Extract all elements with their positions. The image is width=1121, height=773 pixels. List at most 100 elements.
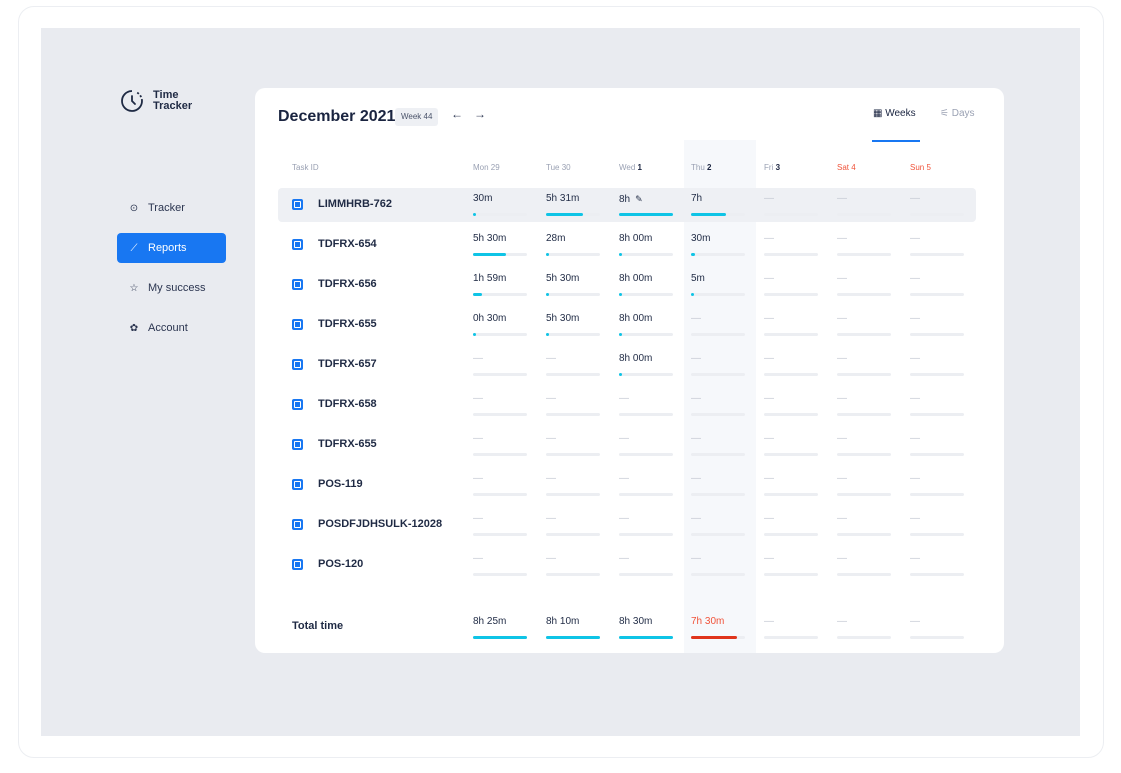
time-cell[interactable]: — [910, 513, 964, 536]
time-cell[interactable]: — [910, 313, 964, 336]
task-id[interactable]: POSDFJDHSULK-12028 [292, 518, 442, 530]
time-cell[interactable]: 8h 00m [619, 233, 673, 256]
time-cell[interactable]: — [691, 513, 745, 536]
time-cell[interactable]: — [910, 553, 964, 576]
sidebar-item-account[interactable]: ✿ Account [117, 313, 226, 343]
time-cell[interactable]: — [910, 273, 964, 296]
time-cell[interactable]: — [619, 433, 673, 456]
time-cell[interactable]: — [764, 233, 818, 256]
time-cell[interactable]: 1h 59m [473, 273, 527, 296]
time-cell[interactable]: — [473, 513, 527, 536]
time-cell[interactable]: — [691, 393, 745, 416]
time-cell[interactable]: 8h 00m [619, 353, 673, 376]
time-cell[interactable]: — [910, 353, 964, 376]
time-cell[interactable]: — [837, 553, 891, 576]
prev-week-arrow-icon[interactable]: ← [451, 107, 463, 121]
time-cell[interactable]: 5m [691, 273, 745, 296]
total-cell[interactable]: 8h 10m [546, 616, 600, 639]
time-cell[interactable]: — [473, 393, 527, 416]
time-cell[interactable]: 5h 30m [473, 233, 527, 256]
tab-days[interactable]: ⚟ Days [940, 108, 975, 119]
tab-weeks[interactable]: ▦ Weeks [873, 108, 916, 119]
sidebar-item-reports[interactable]: ⟋ Reports [117, 233, 226, 263]
time-cell[interactable]: — [764, 553, 818, 576]
time-cell[interactable]: 8h ✎ [619, 193, 673, 216]
task-id[interactable]: TDFRX-654 [292, 238, 377, 250]
time-cell[interactable]: — [619, 553, 673, 576]
time-cell[interactable]: — [910, 433, 964, 456]
time-value: 30m [473, 193, 527, 205]
time-cell[interactable]: 0h 30m [473, 313, 527, 336]
time-cell[interactable]: — [473, 353, 527, 376]
time-cell[interactable]: — [764, 393, 818, 416]
task-id[interactable]: POS-120 [292, 558, 363, 570]
task-id[interactable]: POS-119 [292, 478, 363, 490]
time-cell[interactable]: — [546, 553, 600, 576]
time-cell[interactable]: 30m [691, 233, 745, 256]
time-cell[interactable]: 8h 00m [619, 273, 673, 296]
time-cell[interactable]: — [691, 433, 745, 456]
total-cell[interactable]: 8h 25m [473, 616, 527, 639]
time-cell[interactable]: — [691, 313, 745, 336]
total-cell[interactable]: — [837, 616, 891, 639]
total-cell[interactable]: 7h 30m [691, 616, 745, 639]
task-id[interactable]: TDFRX-655 [292, 438, 377, 450]
time-cell[interactable]: — [764, 473, 818, 496]
time-cell[interactable]: 28m [546, 233, 600, 256]
time-cell[interactable]: — [619, 513, 673, 536]
time-cell[interactable]: — [764, 433, 818, 456]
time-cell[interactable]: — [691, 553, 745, 576]
app-logo[interactable]: Time Tracker [119, 88, 192, 114]
time-cell[interactable]: — [691, 473, 745, 496]
task-id[interactable]: LIMMHRB-762 [292, 198, 392, 210]
task-id[interactable]: TDFRX-657 [292, 358, 377, 370]
time-cell[interactable]: — [546, 433, 600, 456]
time-cell[interactable]: — [764, 313, 818, 336]
time-cell[interactable]: 7h [691, 193, 745, 216]
task-id[interactable]: TDFRX-656 [292, 278, 377, 290]
total-cell[interactable]: — [764, 616, 818, 639]
time-cell[interactable]: — [837, 193, 891, 216]
time-cell[interactable]: — [546, 513, 600, 536]
total-cell[interactable]: — [910, 616, 964, 639]
time-cell[interactable]: — [546, 473, 600, 496]
time-cell[interactable]: — [546, 353, 600, 376]
task-id[interactable]: TDFRX-658 [292, 398, 377, 410]
sidebar-item-my-success[interactable]: ☆ My success [117, 273, 226, 303]
time-cell[interactable]: — [619, 473, 673, 496]
time-cell[interactable]: — [473, 553, 527, 576]
time-cell[interactable]: — [837, 393, 891, 416]
time-cell[interactable]: — [910, 473, 964, 496]
time-cell[interactable]: — [837, 473, 891, 496]
next-week-arrow-icon[interactable]: → [474, 107, 486, 121]
sidebar-item-tracker[interactable]: ⊙ Tracker [117, 193, 226, 223]
time-cell[interactable]: 5h 30m [546, 273, 600, 296]
time-cell[interactable]: — [764, 193, 818, 216]
pencil-edit-icon[interactable]: ✎ [635, 194, 643, 204]
time-cell[interactable]: — [691, 353, 745, 376]
total-cell[interactable]: 8h 30m [619, 616, 673, 639]
task-id[interactable]: TDFRX-655 [292, 318, 377, 330]
time-cell[interactable]: 5h 31m [546, 193, 600, 216]
time-cell[interactable]: — [764, 273, 818, 296]
time-cell[interactable]: — [473, 473, 527, 496]
time-cell[interactable]: — [837, 353, 891, 376]
time-cell[interactable]: — [546, 393, 600, 416]
time-cell[interactable]: — [837, 513, 891, 536]
time-cell[interactable]: — [910, 233, 964, 256]
time-cell[interactable]: — [837, 313, 891, 336]
time-cell[interactable]: — [619, 393, 673, 416]
time-text: 5m [691, 273, 705, 284]
time-cell[interactable]: — [473, 433, 527, 456]
time-cell[interactable]: 5h 30m [546, 313, 600, 336]
time-cell[interactable]: — [910, 393, 964, 416]
time-cell[interactable]: — [837, 273, 891, 296]
time-cell[interactable]: 30m [473, 193, 527, 216]
time-cell[interactable]: — [837, 233, 891, 256]
time-cell[interactable]: — [910, 193, 964, 216]
time-cell[interactable]: — [764, 353, 818, 376]
time-value: — [473, 473, 527, 485]
time-cell[interactable]: — [837, 433, 891, 456]
time-cell[interactable]: — [764, 513, 818, 536]
time-cell[interactable]: 8h 00m [619, 313, 673, 336]
